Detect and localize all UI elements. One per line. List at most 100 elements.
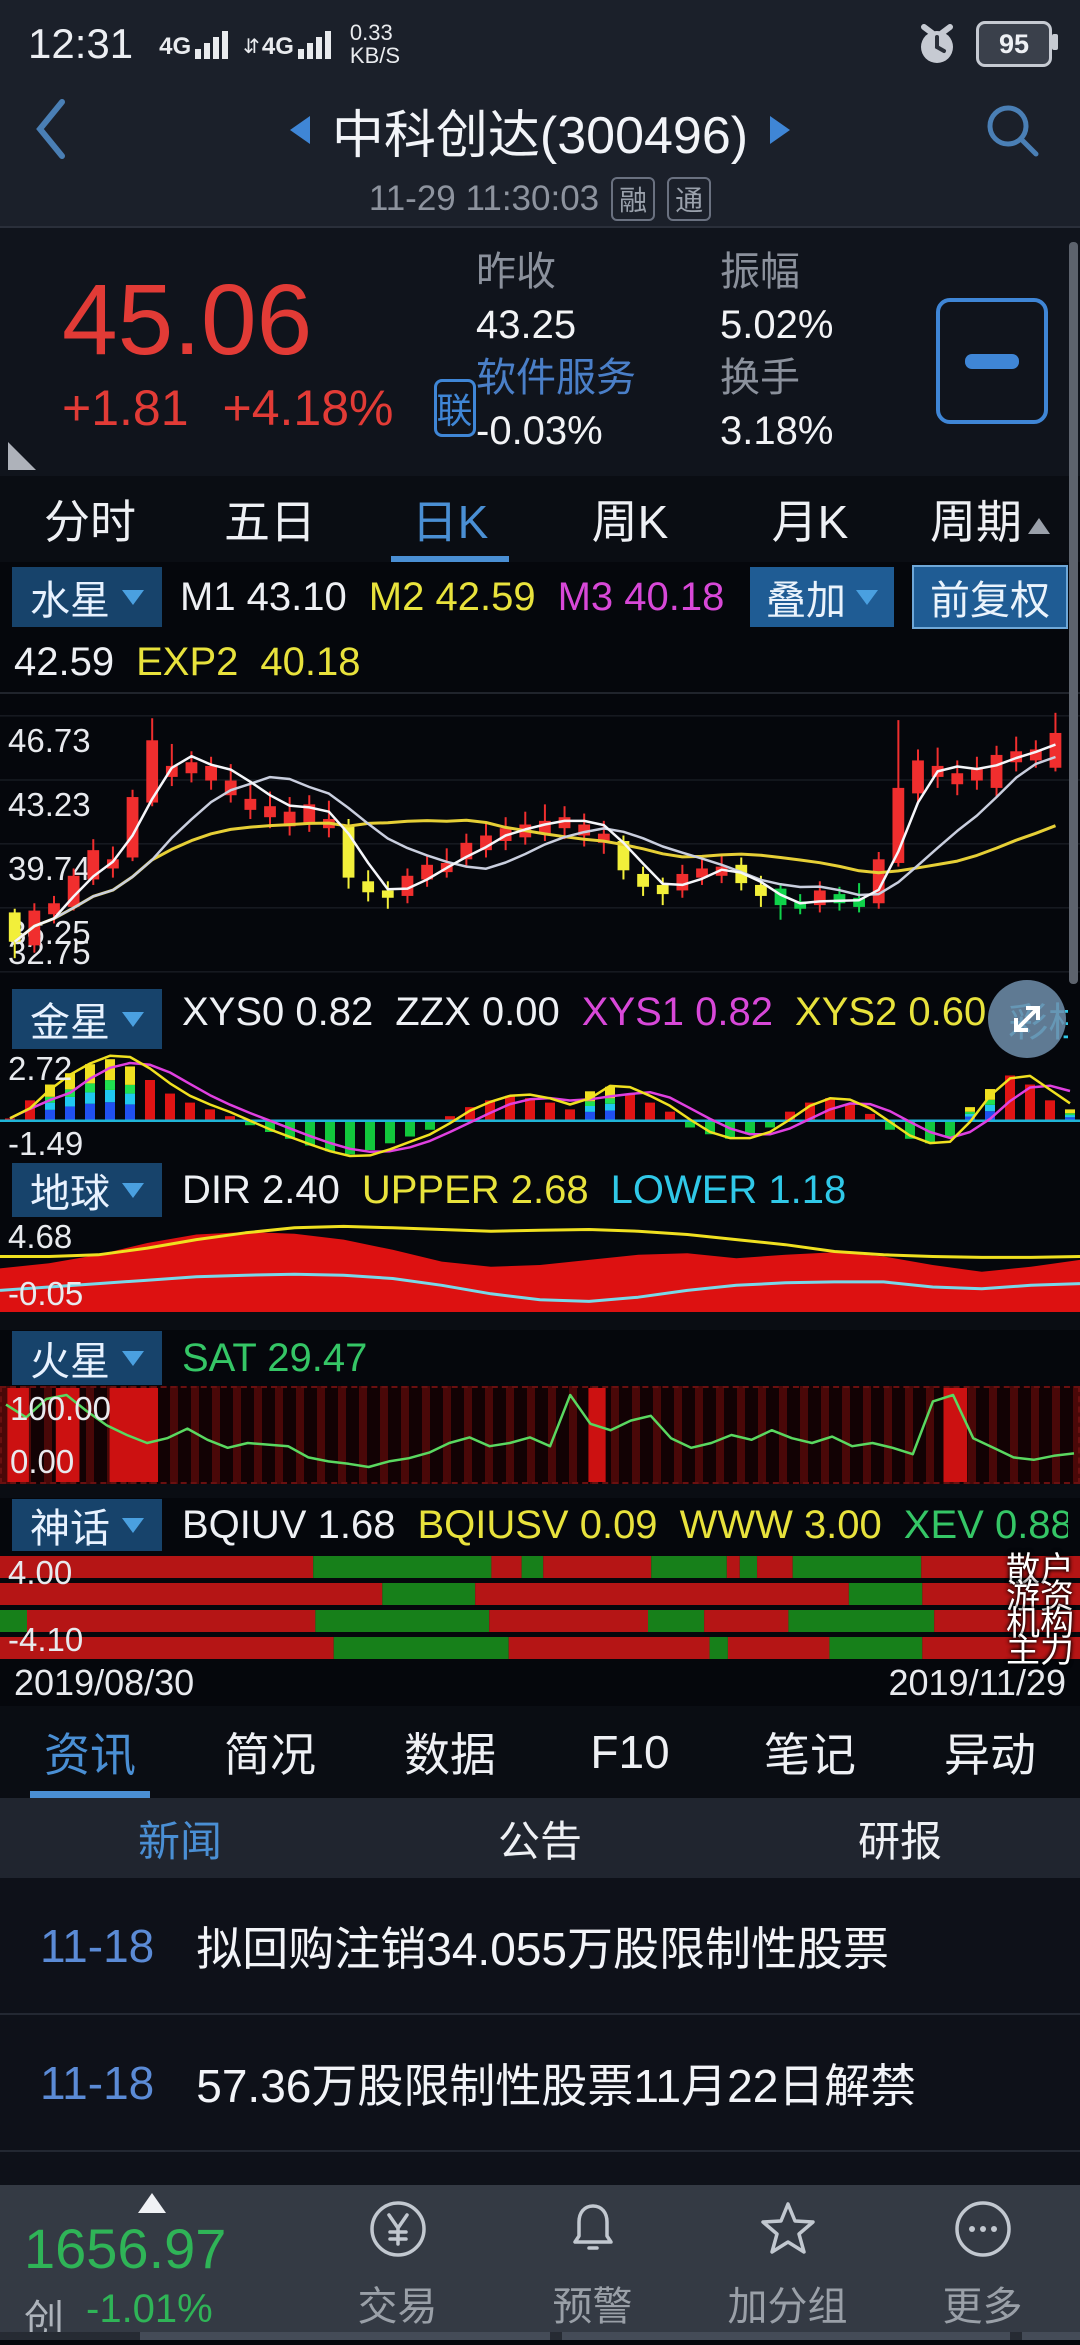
vertical-scrollbar[interactable] — [1069, 242, 1078, 984]
jinxing-ymin: -1.49 — [8, 1125, 84, 1162]
tab-rik[interactable]: 日K — [360, 476, 540, 562]
diqiu-ymin: -0.05 — [8, 1275, 84, 1312]
news-item[interactable]: 11-11 57.36万股限制性股票解除限售条件已成就 — [0, 2152, 1080, 2185]
nav-more-button[interactable]: 更多 — [885, 2185, 1080, 2340]
tab-jiankuang[interactable]: 简况 — [224, 1729, 316, 1781]
data-arrows-icon: ⇵ — [243, 36, 260, 58]
signal-bars-icon — [195, 31, 229, 59]
shenhua-svg — [0, 1556, 1080, 1659]
signal-bars-icon — [297, 31, 331, 59]
expand-arrows-icon — [1014, 1006, 1040, 1032]
amplitude-value: 5.02% — [720, 303, 834, 348]
turnover-value: 3.18% — [720, 408, 834, 453]
news-item[interactable]: 11-18 拟回购注销34.055万股限制性股票 — [0, 1878, 1080, 2015]
network-speed: 0.33 KB/S — [349, 19, 401, 68]
row-label-zhuli: 主力 — [1006, 1632, 1074, 1670]
row-label-sanhu: 散户 — [1006, 1551, 1074, 1589]
indicator-param: BQIUV 1.68 — [182, 1502, 396, 1547]
prev-stock-arrow[interactable] — [289, 116, 310, 144]
indicator-param: XYS0 0.82 — [182, 990, 374, 1034]
indicator-param: M1 43.10 — [180, 574, 347, 619]
search-icon — [987, 105, 1039, 157]
nav-add-group-button[interactable]: 加分组 — [690, 2185, 885, 2340]
main-kline-chart[interactable]: 46.73 43.23 39.74 36.25 32.75 — [0, 692, 1080, 988]
index-change: -1.01% — [86, 2287, 213, 2331]
news-title: 拟回购注销34.055万股限制性股票 — [196, 1922, 889, 1975]
period-more-icon — [1028, 518, 1050, 534]
shenhua-selector[interactable]: 神话 — [12, 1499, 162, 1551]
indicator-selector[interactable]: 水星 — [12, 567, 162, 627]
chevron-down-icon — [122, 1350, 144, 1366]
lian-badge[interactable]: 联 — [433, 378, 476, 437]
indicator-param: BQIUSV 0.09 — [417, 1502, 658, 1547]
svg-text:32.75: 32.75 — [8, 934, 91, 971]
diqiu-selector[interactable]: 地球 — [12, 1163, 162, 1217]
tab-wuri[interactable]: 五日 — [224, 496, 316, 548]
minus-icon — [965, 353, 1019, 369]
status-bar: 12:31 4G ⇵ 4G 0.33 KB/S — [0, 0, 1080, 88]
tab-yidong[interactable]: 异动 — [944, 1729, 1036, 1781]
tab-biji[interactable]: 笔记 — [764, 1729, 856, 1781]
news-item[interactable]: 11-18 57.36万股限制性股票11月22日解禁 — [0, 2015, 1080, 2152]
index-value: 1656.97 — [24, 2217, 227, 2280]
chevron-down-icon — [122, 589, 144, 605]
clock-time: 12:31 — [28, 20, 134, 67]
sector-link[interactable]: 软件服务 — [476, 356, 636, 400]
index-quote-button[interactable]: 1656.97 创 -1.01% — [0, 2185, 300, 2342]
tab-zhouk[interactable]: 周K — [591, 496, 669, 548]
next-stock-arrow[interactable] — [770, 116, 791, 144]
indicator-param: XYS2 0.60 — [795, 990, 987, 1034]
star-icon — [760, 2201, 815, 2254]
adjust-price-button[interactable]: 前复权 — [912, 565, 1068, 629]
price-change-pct: +4.18% — [222, 379, 394, 436]
shenhua-header: 神话 BQIUV 1.68 BQIUSV 0.09 WWW 3.00 XEV 0.88 — [0, 1498, 1080, 1552]
tab-yanbao[interactable]: 研报 — [857, 1817, 942, 1865]
sector-change: -0.03% — [476, 408, 603, 453]
back-chevron-icon — [36, 99, 65, 159]
back-button[interactable] — [30, 94, 70, 169]
news-title: 57.36万股限制性股票11月22日解禁 — [196, 2059, 917, 2112]
huoxing-selector[interactable]: 火星 — [12, 1331, 162, 1385]
indicator-param: 42.59 — [14, 639, 115, 684]
diqiu-ymax: 4.68 — [8, 1218, 73, 1255]
tab-yuek[interactable]: 月K — [771, 496, 849, 548]
tab-fenshi[interactable]: 分时 — [44, 496, 136, 548]
diqiu-chart[interactable]: 4.68 -0.05 — [0, 1218, 1080, 1312]
huoxing-chart[interactable]: 100.00 0.00 — [0, 1386, 1080, 1484]
overlay-button[interactable]: 叠加 — [750, 567, 894, 627]
news-tab-bar: 新闻 公告 研报 — [0, 1798, 1080, 1878]
search-button[interactable] — [980, 98, 1044, 167]
tab-shuju[interactable]: 数据 — [404, 1729, 496, 1781]
jinxing-chart[interactable]: 2.72 -1.49 — [0, 1050, 1080, 1162]
price-change: +1.81 — [62, 379, 189, 436]
diqiu-params: DIR 2.40 UPPER 2.68 LOWER 1.18 — [182, 1168, 1068, 1213]
tab-zhouqi[interactable]: 周期 — [900, 476, 1080, 562]
nav-alert-button[interactable]: 预警 — [495, 2185, 690, 2340]
tab-xinwen[interactable]: 新闻 — [137, 1817, 222, 1865]
quote-timestamp: 11-29 11:30:03 — [368, 179, 600, 218]
svg-text:46.73: 46.73 — [8, 722, 91, 759]
nav-trade-button[interactable]: 交易 — [300, 2185, 495, 2340]
huoxing-params: SAT 29.47 — [182, 1336, 1068, 1381]
chevron-down-icon — [856, 589, 878, 605]
date-axis: 2019/08/30 2019/11/29 — [0, 1660, 1080, 1706]
jinxing-svg — [0, 1054, 1080, 1158]
expand-chart-button[interactable] — [988, 980, 1066, 1058]
shenhua-chart[interactable]: 4.00 -4.10 散户 游资 机构 主力 — [0, 1551, 1080, 1668]
tab-gonggao[interactable]: 公告 — [497, 1817, 582, 1865]
yen-circle-icon — [369, 2200, 426, 2257]
tab-f10[interactable]: F10 — [590, 1726, 670, 1778]
indicator-param: XYS1 0.82 — [581, 990, 774, 1034]
indicator-param: M2 42.59 — [368, 574, 536, 619]
page-title: 中科创达(300496) — [331, 106, 749, 165]
jinxing-ymax: 2.72 — [8, 1050, 73, 1087]
signal-icon-sim2: ⇵ 4G — [243, 29, 332, 59]
end-date: 2019/11/29 — [888, 1662, 1066, 1703]
tab-zixun[interactable]: 资讯 — [0, 1706, 180, 1798]
jinxing-selector[interactable]: 金星 — [12, 989, 162, 1049]
collapse-quote-button[interactable] — [936, 298, 1048, 424]
battery-icon: 95 — [976, 21, 1058, 67]
